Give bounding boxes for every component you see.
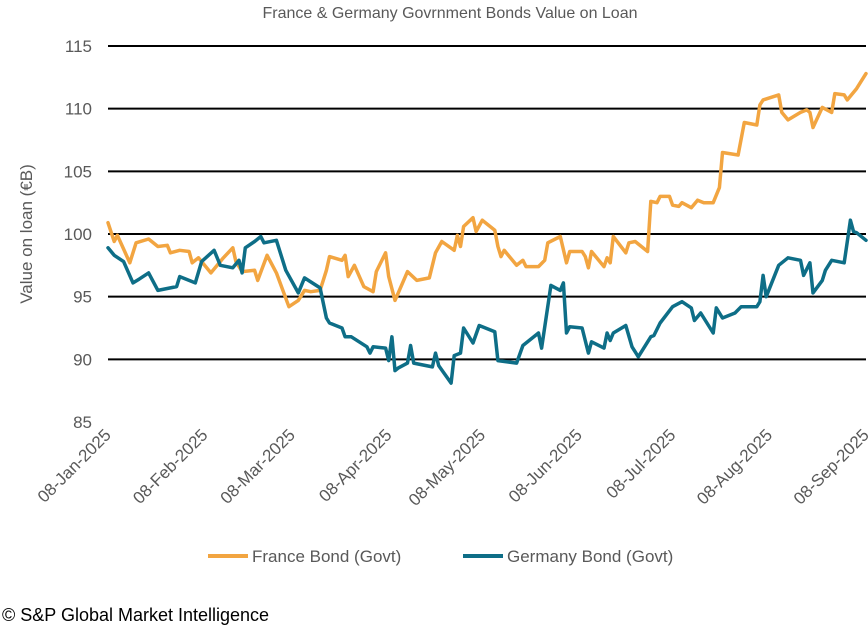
x-tick-label: 08-Jun-2025 bbox=[505, 425, 586, 506]
legend-label: Germany Bond (Govt) bbox=[507, 547, 673, 566]
x-tick-label: 08-Feb-2025 bbox=[129, 425, 211, 507]
x-tick-label: 08-May-2025 bbox=[405, 425, 489, 509]
y-tick-label: 90 bbox=[73, 350, 92, 369]
y-tick-label: 110 bbox=[65, 100, 92, 119]
chart-title: France & Germany Govrnment Bonds Value o… bbox=[262, 5, 637, 22]
x-tick-label: 08-Jul-2025 bbox=[603, 425, 680, 502]
y-axis-label: Value on loan (€B) bbox=[17, 164, 36, 304]
y-tick-label: 100 bbox=[64, 225, 92, 244]
legend-item: Germany Bond (Govt) bbox=[463, 547, 673, 566]
x-tick-label: 08-Mar-2025 bbox=[217, 425, 299, 507]
x-tick-label: 08-Aug-2025 bbox=[693, 425, 776, 508]
legend-label: France Bond (Govt) bbox=[252, 547, 401, 566]
germany-bond-line bbox=[106, 218, 868, 385]
france-bond-line bbox=[106, 71, 868, 309]
x-tick-label: 08-Apr-2025 bbox=[315, 425, 395, 505]
y-tick-label: 85 bbox=[73, 413, 92, 432]
legend-item: France Bond (Govt) bbox=[208, 547, 401, 566]
x-tick-label: 08-Jan-2025 bbox=[34, 425, 115, 506]
copyright-footer: © S&P Global Market Intelligence bbox=[2, 605, 270, 625]
x-tick-label: 08-Sep-2025 bbox=[790, 425, 868, 508]
y-tick-label: 105 bbox=[64, 162, 92, 181]
y-tick-label: 95 bbox=[73, 288, 92, 307]
y-tick-label: 115 bbox=[65, 37, 92, 56]
